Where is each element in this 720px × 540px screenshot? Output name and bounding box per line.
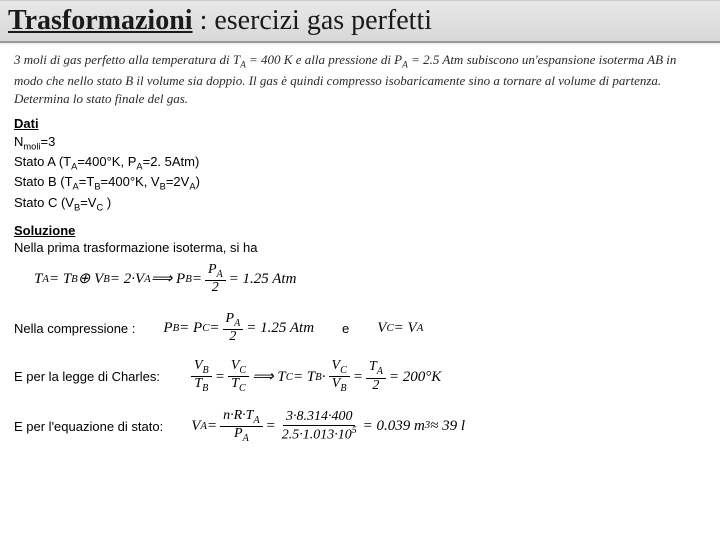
e-connector: e	[342, 320, 349, 338]
soluzione-intro: Nella prima trasformazione isoterma, si …	[14, 239, 706, 257]
soluzione-label: Soluzione	[14, 222, 706, 240]
eq-compressione: PB = PC = PA2 = 1.25 Atm	[163, 312, 314, 345]
dati-label: Dati	[14, 115, 706, 133]
compressione-label: Nella compressione :	[14, 320, 135, 338]
stato-a-line: Stato A (TA=400°K, PA=2. 5Atm)	[14, 153, 706, 173]
nmoli-line: Nmoli=3	[14, 133, 706, 153]
stato-c-line: Stato C (VB=VC )	[14, 194, 706, 214]
compressione-row: Nella compressione : PB = PC = PA2 = 1.2…	[14, 312, 706, 345]
eq-vc-va: VC = VA	[377, 318, 423, 338]
stato-b-line: Stato B (TA=TB=400°K, VB=2VA)	[14, 173, 706, 193]
title-rest: : esercizi gas perfetti	[193, 5, 432, 36]
soluzione-block: Soluzione Nella prima trasformazione iso…	[0, 218, 720, 453]
problem-statement: 3 moli di gas perfetto alla temperatura …	[0, 43, 720, 111]
dati-block: Dati Nmoli=3 Stato A (TA=400°K, PA=2. 5A…	[0, 111, 720, 217]
page-title: Trasformazioni : esercizi gas perfetti	[8, 5, 432, 36]
eq-isoterma: TA = TB ⊕ VB = 2·VA ⟹ PB = PA2 = 1.25 At…	[34, 263, 296, 296]
charles-row: E per la legge di Charles: VBTB = VCTC ⟹…	[14, 359, 706, 395]
stato-row: E per l'equazione di stato: VA = n·R·TAP…	[14, 409, 706, 445]
eq-charles: VBTB = VCTC ⟹ TC = TB· VCVB = TA2 = 200°…	[188, 359, 441, 395]
stato-label: E per l'equazione di stato:	[14, 418, 163, 436]
title-bold: Trasformazioni	[8, 5, 193, 36]
title-bar: Trasformazioni : esercizi gas perfetti	[0, 0, 720, 43]
eq-stato: VA = n·R·TAPA = 3·8.314·4002.5·1.013·105…	[191, 409, 465, 445]
charles-label: E per la legge di Charles:	[14, 368, 160, 386]
